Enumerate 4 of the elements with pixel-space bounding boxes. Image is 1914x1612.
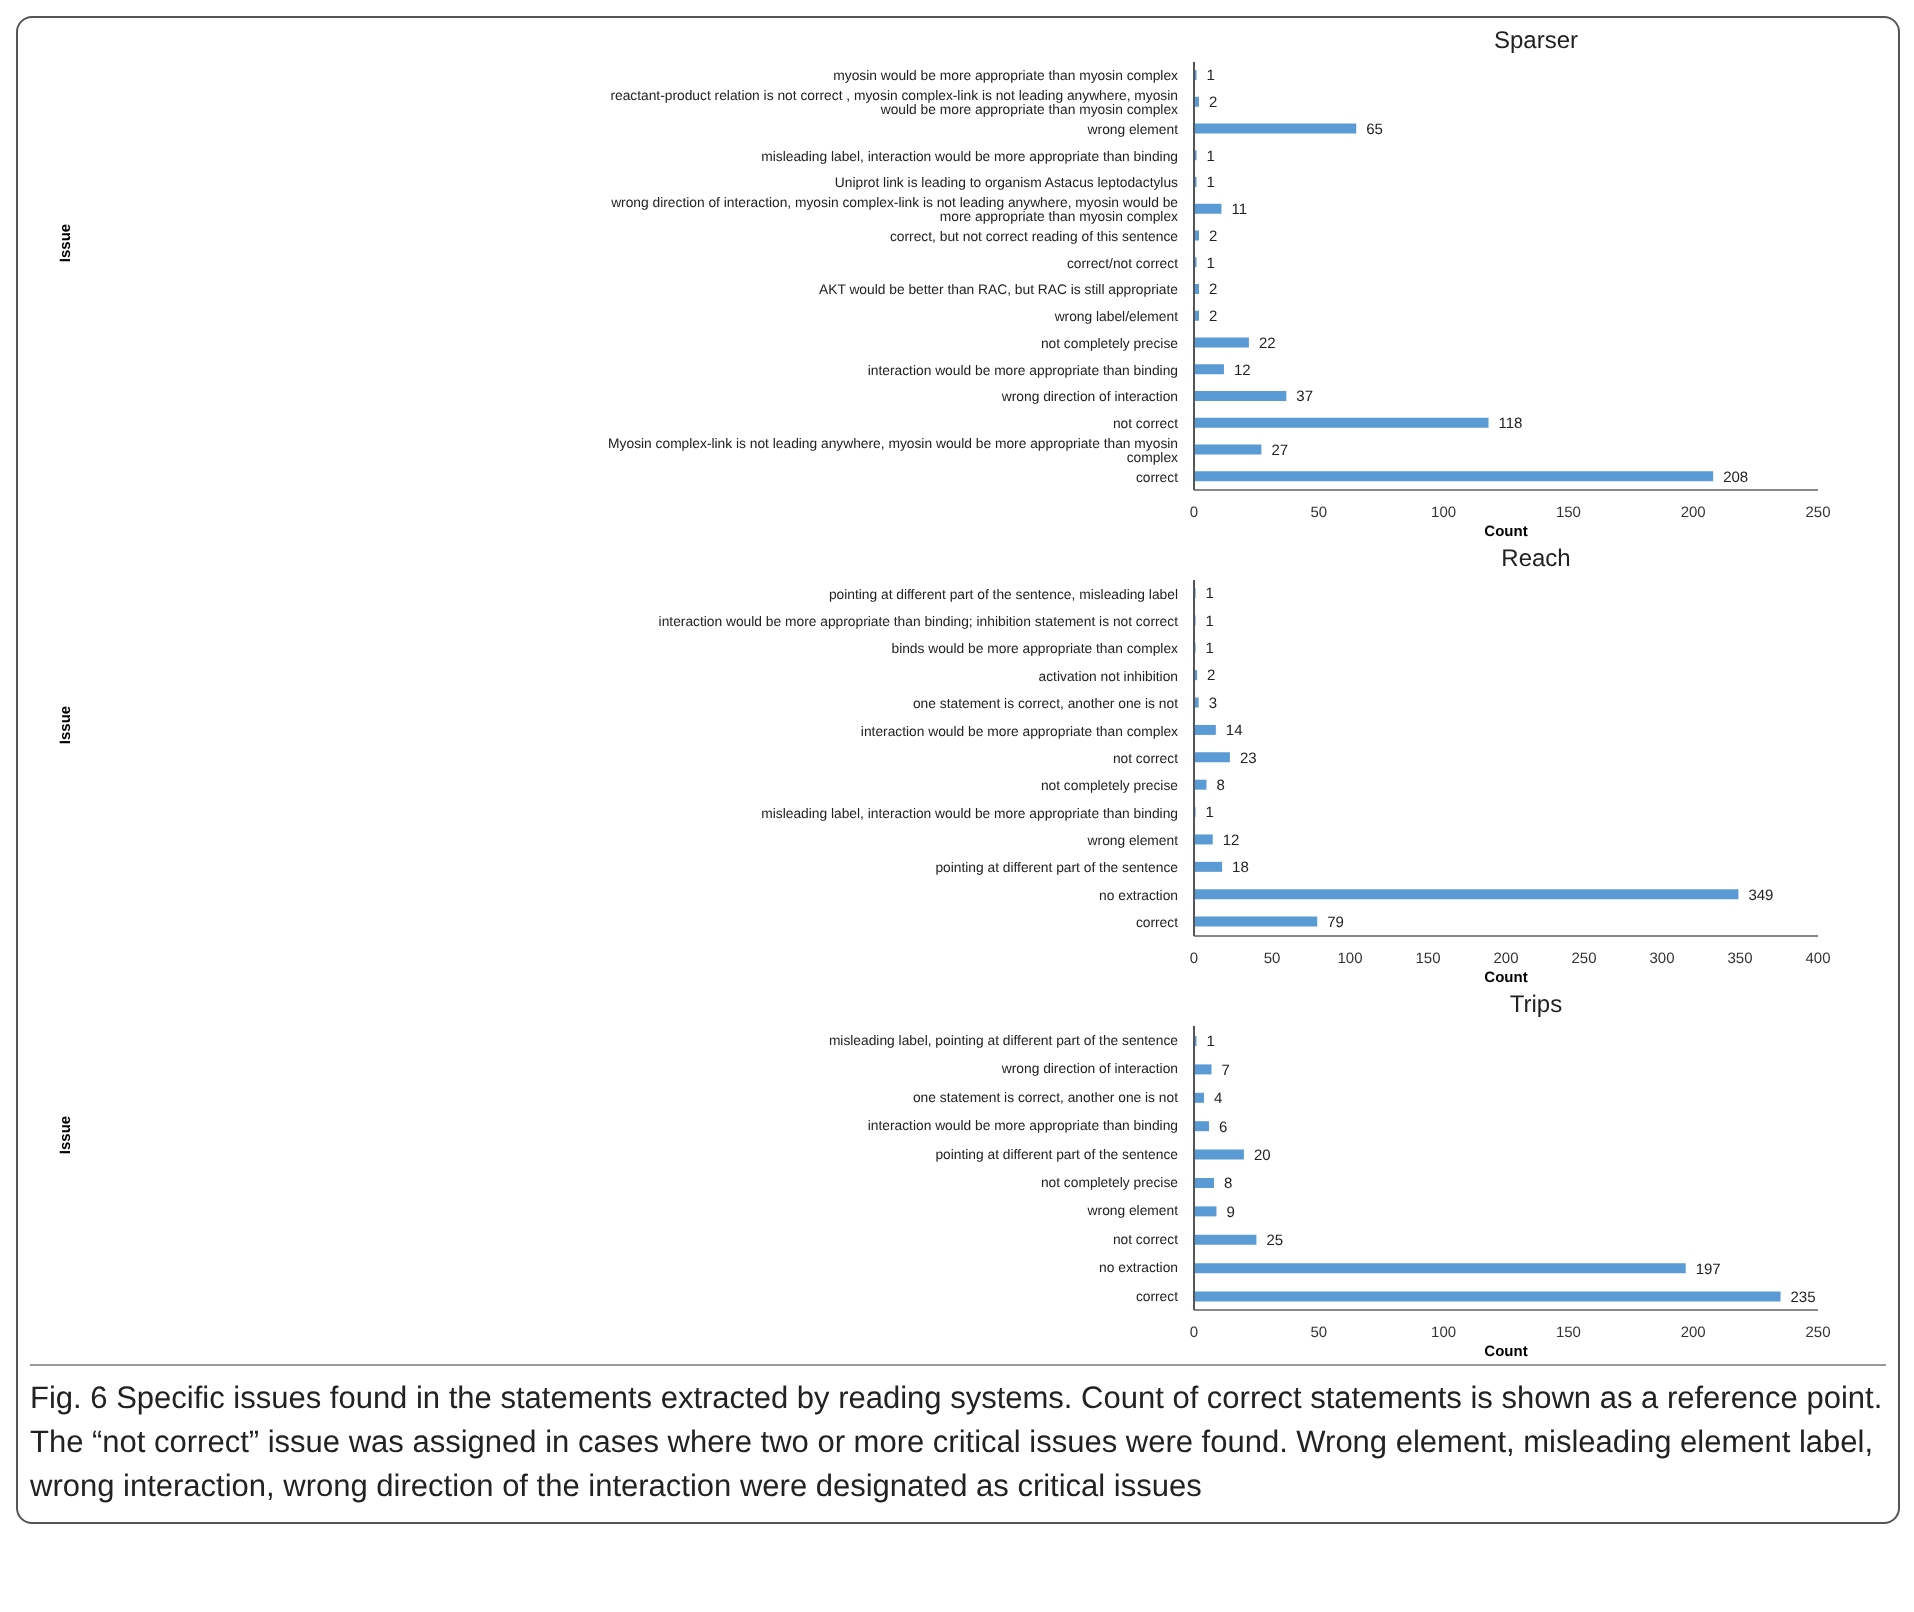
caption: Fig. 6 Specific issues found in the statements extracted by reading systems. Count of correct statements is shown as a reference point. The “not correct” issue was assigned in cases where two or more critical issues were found. Wrong element, misleading element label, wrong interaction, wrong direction of the interaction were designated as critical issues	[30, 1380, 1885, 1508]
chart-title: Reach	[1499, 544, 1573, 576]
chart-title: Sparser	[1491, 26, 1581, 58]
chart-title: Trips	[1507, 990, 1565, 1022]
